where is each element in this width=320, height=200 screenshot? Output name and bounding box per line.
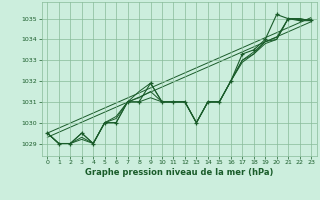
X-axis label: Graphe pression niveau de la mer (hPa): Graphe pression niveau de la mer (hPa) <box>85 168 273 177</box>
